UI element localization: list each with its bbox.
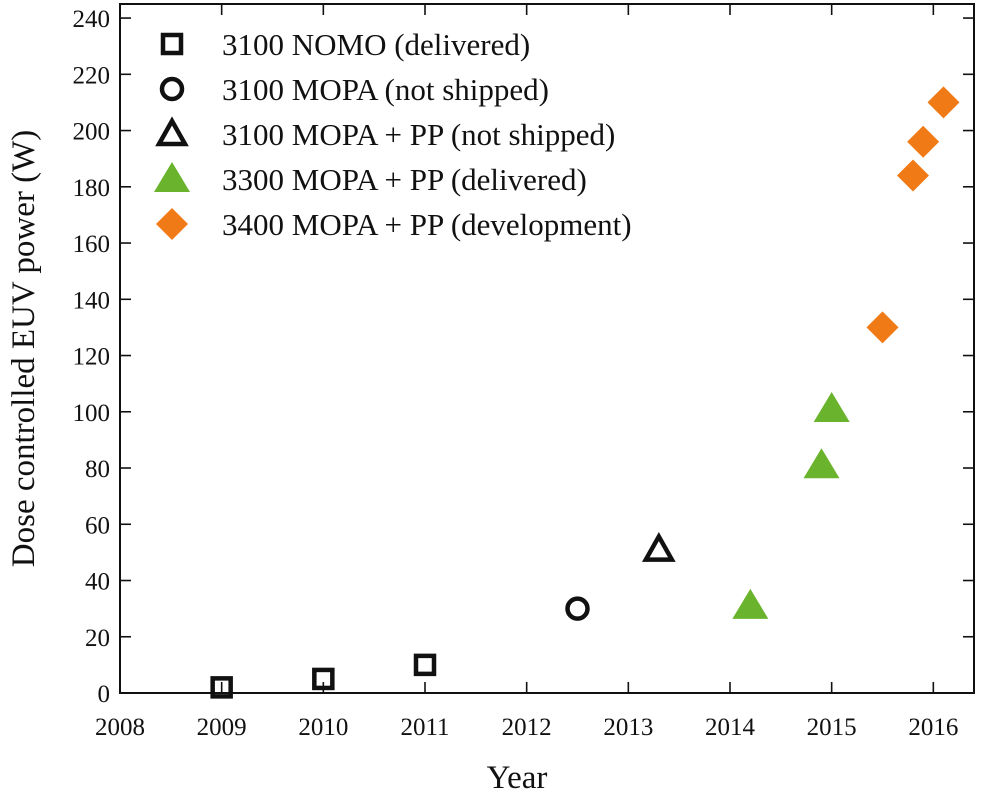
legend-label: 3300 MOPA + PP (delivered) <box>222 162 587 197</box>
y-tick-label: 140 <box>73 287 111 314</box>
plot-frame <box>119 3 975 694</box>
data-point <box>565 596 590 621</box>
data-point <box>732 588 769 619</box>
y-tick-label: 240 <box>73 6 111 33</box>
data-point <box>897 159 929 192</box>
y-tick-label: 120 <box>73 344 111 371</box>
data-point <box>813 391 850 422</box>
y-tick-label: 220 <box>73 62 111 89</box>
y-tick-label: 60 <box>85 512 110 539</box>
data-point <box>641 532 676 562</box>
data-point <box>907 125 940 158</box>
x-tick-label: 2014 <box>705 714 756 741</box>
y-tick-label: 80 <box>85 456 110 483</box>
legend-marker <box>154 162 190 192</box>
y-axis-title: Dose controlled EUV power (W) <box>6 130 42 567</box>
x-tick-label: 2011 <box>400 714 449 741</box>
legend-entry: 3300 MOPA + PP (delivered) <box>154 162 587 197</box>
data-point <box>413 653 437 677</box>
legend-marker <box>155 116 189 147</box>
axes-layer: 0 20 40 60 80 100 120 140 160 180 200 220 240 2008 200… <box>73 3 975 741</box>
x-tick-label: 2010 <box>298 714 348 741</box>
legend-entry: 3400 MOPA + PP (development) <box>156 207 632 242</box>
x-tick-label: 2015 <box>807 714 857 741</box>
legend-label: 3400 MOPA + PP (development) <box>222 207 632 242</box>
x-tick-label: 2013 <box>603 714 653 741</box>
y-tick-label: 200 <box>73 119 111 146</box>
x-tick-label: 2016 <box>908 714 958 741</box>
series-4 <box>866 86 960 344</box>
legend-entry: 3100 NOMO (delivered) <box>160 27 530 62</box>
y-tick-label: 40 <box>85 569 110 596</box>
data-point <box>803 448 840 479</box>
series-2 <box>641 532 676 562</box>
y-tick-label: 100 <box>73 400 111 427</box>
legend-entry: 3100 MOPA + PP (not shipped) <box>155 116 615 152</box>
x-tick-label: 2012 <box>502 714 552 741</box>
y-tick-label: 0 <box>98 681 111 708</box>
data-point <box>210 676 233 699</box>
series-3 <box>732 391 850 619</box>
legend-label: 3100 NOMO (delivered) <box>222 27 530 62</box>
series-1 <box>565 596 590 621</box>
legend-label: 3100 MOPA + PP (not shipped) <box>222 117 615 152</box>
series-0 <box>210 653 437 699</box>
x-tick-label: 2008 <box>95 714 145 741</box>
legend: 3100 NOMO (delivered) 3100 MOPA (not ship… <box>154 27 632 242</box>
data-point <box>927 86 960 119</box>
y-tick-label: 180 <box>73 175 111 202</box>
data-points-layer <box>210 86 960 699</box>
y-tick-label: 20 <box>85 625 110 652</box>
x-axis-title: Year <box>487 760 548 796</box>
legend-label: 3100 MOPA (not shipped) <box>222 72 549 107</box>
x-tick-label: 2009 <box>197 714 247 741</box>
legend-marker <box>160 32 184 56</box>
data-point <box>866 311 899 344</box>
data-point <box>312 667 335 691</box>
legend-entry: 3100 MOPA (not shipped) <box>159 72 549 107</box>
legend-marker <box>156 208 188 240</box>
legend-marker <box>159 76 185 102</box>
y-tick-label: 160 <box>73 231 111 258</box>
